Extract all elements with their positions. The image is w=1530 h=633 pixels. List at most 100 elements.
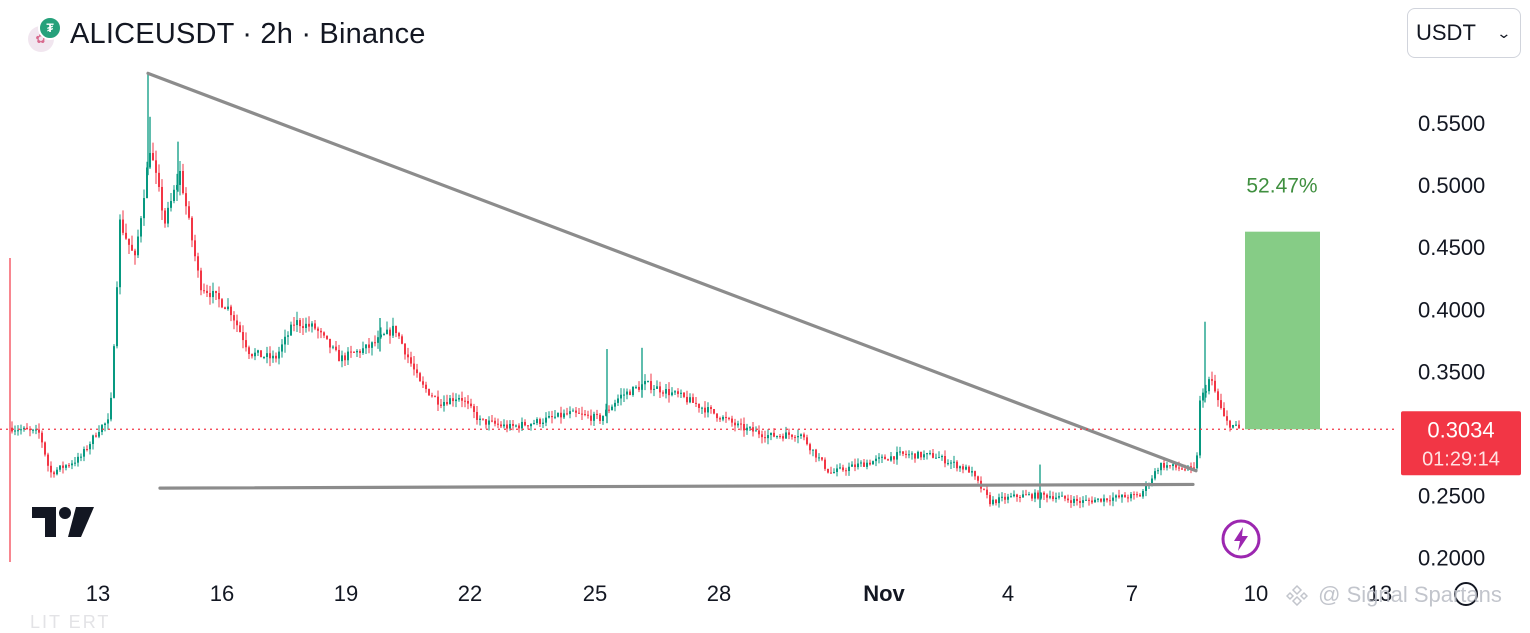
- candle-body: [347, 351, 349, 361]
- candle-body: [1094, 499, 1096, 503]
- candle-body: [401, 336, 403, 344]
- candle-body: [329, 338, 331, 348]
- candle-body: [1190, 466, 1192, 468]
- candle-body: [1238, 424, 1240, 429]
- candle-body: [647, 381, 649, 383]
- candle-body: [788, 432, 790, 435]
- candle-body: [671, 392, 673, 396]
- y-axis-tick: 0.2000: [1418, 546, 1485, 571]
- chart-header: ✿ ₮ ALICEUSDT · 2h · Binance: [24, 14, 426, 54]
- currency-selector[interactable]: USDT ⌄: [1407, 8, 1521, 58]
- candle-body: [1031, 494, 1033, 499]
- candle-body: [764, 437, 766, 439]
- candle-body: [926, 453, 928, 455]
- candle-body: [731, 418, 733, 423]
- x-axis-tick: 28: [707, 581, 731, 606]
- candle-body: [917, 451, 919, 459]
- candle-body: [41, 432, 43, 443]
- candle-body: [974, 471, 976, 477]
- candle-body: [551, 416, 553, 418]
- symbol-title[interactable]: ALICEUSDT · 2h · Binance: [70, 17, 426, 50]
- candle-body: [1145, 484, 1147, 491]
- candle-body: [1013, 494, 1015, 497]
- candle-body: [698, 403, 700, 408]
- candle-body: [74, 462, 76, 464]
- lightning-icon[interactable]: [1221, 519, 1261, 559]
- candle-body: [656, 386, 658, 389]
- candle-body: [581, 413, 583, 415]
- candle-body: [236, 320, 238, 326]
- candle-body: [659, 386, 661, 393]
- candle-body: [848, 466, 850, 471]
- candle-body: [863, 462, 865, 467]
- candle-body: [110, 397, 112, 420]
- candle-body: [140, 218, 142, 237]
- candle-body: [356, 350, 358, 353]
- candle-body: [497, 423, 499, 425]
- candle-body: [599, 414, 601, 421]
- candle-body: [929, 453, 931, 455]
- candle-body: [710, 407, 712, 409]
- candle-body: [1004, 496, 1006, 500]
- candle-body: [161, 186, 163, 211]
- candle-body: [98, 432, 100, 437]
- candle-body: [230, 306, 232, 316]
- candle-body: [62, 465, 64, 468]
- candle-body: [977, 476, 979, 481]
- candle-body: [35, 429, 37, 431]
- candle-body: [860, 462, 862, 464]
- candle-body: [1154, 471, 1156, 479]
- candle-body: [233, 315, 235, 321]
- candle-body: [377, 337, 379, 343]
- candle-body: [1034, 492, 1036, 499]
- candle-body: [626, 391, 628, 395]
- candle-body: [1073, 498, 1075, 503]
- candle-body: [338, 349, 340, 362]
- candle-body: [413, 363, 415, 370]
- candle-body: [308, 323, 310, 327]
- candle-body: [674, 391, 676, 393]
- candle-body: [257, 350, 259, 353]
- candle-body: [560, 412, 562, 418]
- x-axis-tick: 10: [1244, 581, 1268, 606]
- candle-body: [185, 193, 187, 207]
- candle-body: [410, 357, 412, 364]
- candle-body: [170, 201, 172, 208]
- candle-body: [434, 396, 436, 398]
- candle-body: [80, 456, 82, 458]
- candle-body: [305, 323, 307, 329]
- tether-coin-icon: ₮: [38, 16, 62, 40]
- candle-body: [494, 420, 496, 424]
- candle-body: [761, 434, 763, 438]
- candle-body: [866, 462, 868, 467]
- candle-body: [269, 353, 271, 359]
- candle-body: [1139, 494, 1141, 497]
- watermark-text: @ Signal Spartans: [1318, 582, 1502, 607]
- candle-body: [287, 335, 289, 337]
- candle-body: [740, 423, 742, 425]
- candle-body: [134, 250, 136, 256]
- candle-body: [773, 432, 775, 437]
- candle-body: [1016, 494, 1018, 498]
- candle-body: [512, 423, 514, 426]
- candle-body: [461, 398, 463, 401]
- candle-body: [530, 423, 532, 427]
- candle-body: [101, 425, 103, 433]
- tradingview-logo-icon[interactable]: [30, 505, 96, 539]
- candle-body: [941, 455, 943, 458]
- candle-body: [128, 238, 130, 245]
- candle-body: [107, 419, 109, 424]
- candle-body: [1202, 392, 1204, 401]
- currency-value: USDT: [1416, 20, 1476, 45]
- candle-body: [1217, 391, 1219, 401]
- candle-body: [251, 354, 253, 357]
- trendline-horizontal-support: [158, 482, 1195, 490]
- candle-body: [374, 342, 376, 344]
- candle-body: [200, 270, 202, 291]
- candle-body: [590, 415, 592, 421]
- candle-body: [995, 499, 997, 504]
- candle-body: [104, 423, 106, 426]
- candle-body: [440, 404, 442, 406]
- candle-body: [809, 444, 811, 451]
